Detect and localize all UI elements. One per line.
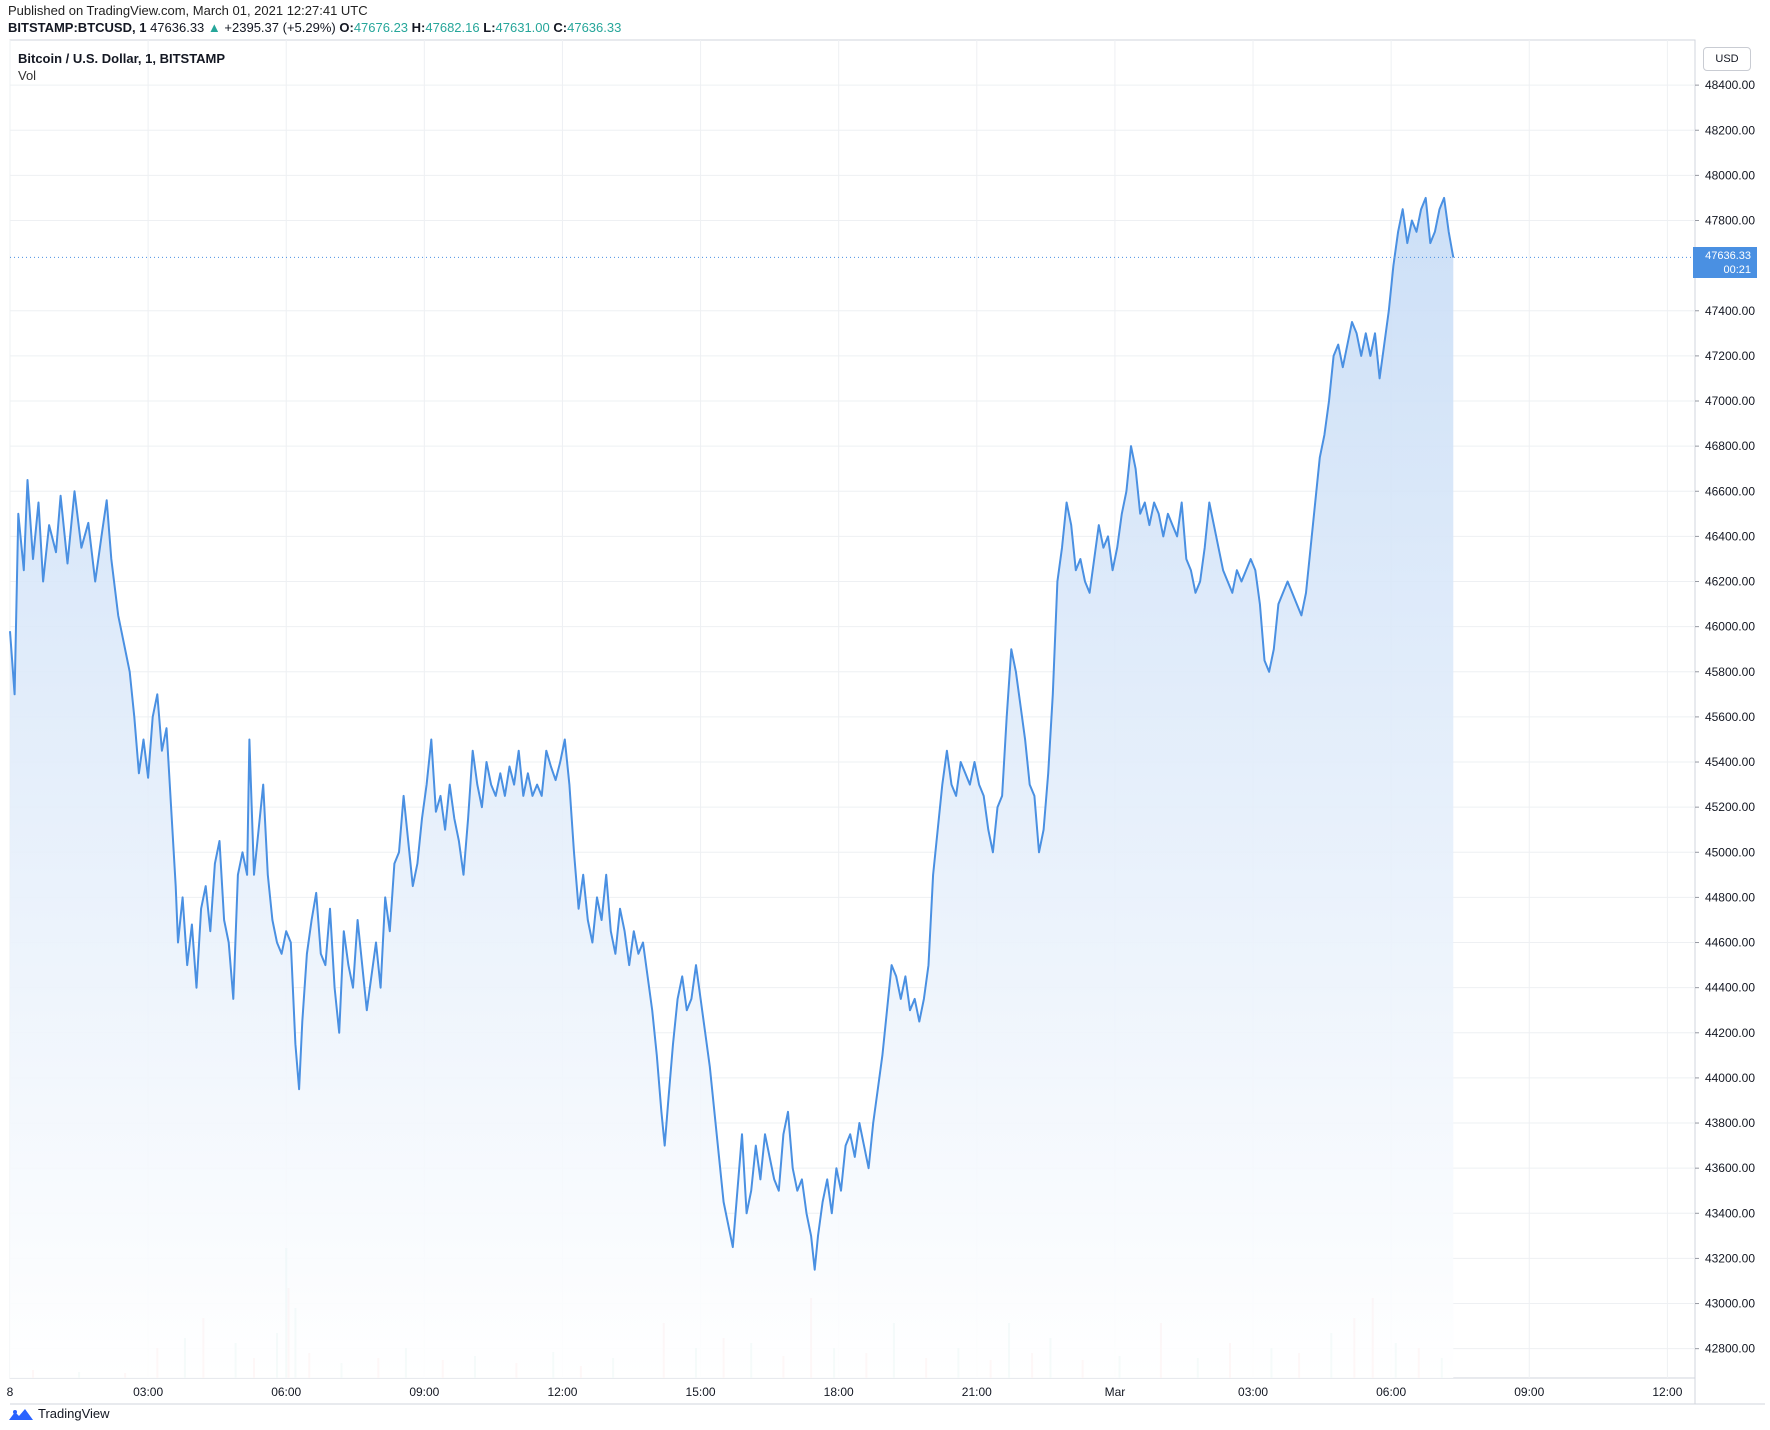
y-tick-label: 48200.00 bbox=[1705, 123, 1755, 137]
x-tick-label: 18:00 bbox=[824, 1385, 854, 1399]
last-price: 47636.33 bbox=[150, 20, 205, 35]
low-label: L: bbox=[483, 20, 496, 35]
y-tick-label: 43800.00 bbox=[1705, 1116, 1755, 1130]
x-tick-label: 12:00 bbox=[547, 1385, 577, 1399]
y-tick-label: 44600.00 bbox=[1705, 936, 1755, 950]
currency-button[interactable]: USD bbox=[1703, 47, 1751, 71]
y-tick-label: 44800.00 bbox=[1705, 890, 1755, 904]
chart-legend: Bitcoin / U.S. Dollar, 1, BITSTAMP Vol bbox=[18, 50, 225, 84]
high-label: H: bbox=[411, 20, 426, 35]
volume-label[interactable]: Vol bbox=[18, 68, 37, 83]
open-value: 47676.23 bbox=[353, 20, 409, 35]
y-tick-label: 43600.00 bbox=[1705, 1161, 1755, 1175]
y-tick-label: 46400.00 bbox=[1705, 529, 1755, 543]
y-tick-label: 46000.00 bbox=[1705, 620, 1755, 634]
y-tick-label: 45800.00 bbox=[1705, 665, 1755, 679]
x-tick-label: 06:00 bbox=[1376, 1385, 1406, 1399]
y-tick-label: 43000.00 bbox=[1705, 1297, 1755, 1311]
y-tick-label: 42800.00 bbox=[1705, 1342, 1755, 1356]
y-tick-label: 47000.00 bbox=[1705, 394, 1755, 408]
last-price-tag: 47636.33 00:21 bbox=[1693, 247, 1757, 279]
chart-header: Published on TradingView.com, March 01, … bbox=[8, 2, 1762, 36]
y-tick-label: 47400.00 bbox=[1705, 304, 1755, 318]
x-tick-label: 03:00 bbox=[133, 1385, 163, 1399]
change-arrow-icon: ▲ bbox=[207, 20, 221, 35]
y-tick-label: 45600.00 bbox=[1705, 710, 1755, 724]
y-tick-label: 47800.00 bbox=[1705, 214, 1755, 228]
published-note: Published on TradingView.com, March 01, … bbox=[8, 3, 368, 18]
series-title[interactable]: Bitcoin / U.S. Dollar, 1, BITSTAMP bbox=[18, 51, 226, 66]
close-value: 47636.33 bbox=[567, 20, 622, 35]
y-tick-label: 47200.00 bbox=[1705, 349, 1755, 363]
y-tick-label: 44000.00 bbox=[1705, 1071, 1755, 1085]
y-tick-label: 45000.00 bbox=[1705, 845, 1755, 859]
y-tick-label: 43200.00 bbox=[1705, 1251, 1755, 1265]
countdown-timer: 00:21 bbox=[1723, 264, 1751, 277]
y-tick-label: 48000.00 bbox=[1705, 168, 1755, 182]
price-line[interactable] bbox=[9, 196, 1455, 1271]
x-tick-label: 21:00 bbox=[962, 1385, 992, 1399]
ohlc-bar: BITSTAMP:BTCUSD, 1 47636.33 ▲ +2395.37 (… bbox=[8, 19, 1762, 36]
y-tick-label: 46600.00 bbox=[1705, 484, 1755, 498]
x-tick-label: 09:00 bbox=[409, 1385, 439, 1399]
low-value: 47631.00 bbox=[495, 20, 550, 35]
x-tick-label: 03:00 bbox=[1238, 1385, 1268, 1399]
y-tick-label: 44400.00 bbox=[1705, 981, 1755, 995]
last-price-tag-value: 47636.33 bbox=[1705, 250, 1751, 263]
price-area bbox=[10, 197, 1454, 1378]
x-tick-label: Mar bbox=[1105, 1385, 1126, 1399]
y-tick-label: 45400.00 bbox=[1705, 755, 1755, 769]
close-label: C: bbox=[553, 20, 568, 35]
y-tick-label: 44200.00 bbox=[1705, 1026, 1755, 1040]
symbol-label[interactable]: BITSTAMP:BTCUSD, 1 bbox=[8, 20, 147, 35]
y-tick-label: 48400.00 bbox=[1705, 78, 1755, 92]
x-tick-label: 8 bbox=[7, 1385, 14, 1399]
open-label: O: bbox=[339, 20, 354, 35]
change-value: +2395.37 (+5.29%) bbox=[224, 20, 336, 35]
tradingview-logo-icon[interactable] bbox=[8, 1406, 34, 1422]
high-value: 47682.16 bbox=[425, 20, 480, 35]
y-tick-label: 43400.00 bbox=[1705, 1206, 1755, 1220]
footer: TradingView bbox=[8, 1403, 110, 1425]
brand-name[interactable]: TradingView bbox=[38, 1406, 110, 1421]
y-tick-label: 45200.00 bbox=[1705, 800, 1755, 814]
x-tick-label: 15:00 bbox=[686, 1385, 716, 1399]
y-tick-label: 46200.00 bbox=[1705, 575, 1755, 589]
x-tick-label: 12:00 bbox=[1652, 1385, 1682, 1399]
x-tick-label: 09:00 bbox=[1514, 1385, 1544, 1399]
x-tick-label: 06:00 bbox=[271, 1385, 301, 1399]
y-tick-label: 46800.00 bbox=[1705, 439, 1755, 453]
